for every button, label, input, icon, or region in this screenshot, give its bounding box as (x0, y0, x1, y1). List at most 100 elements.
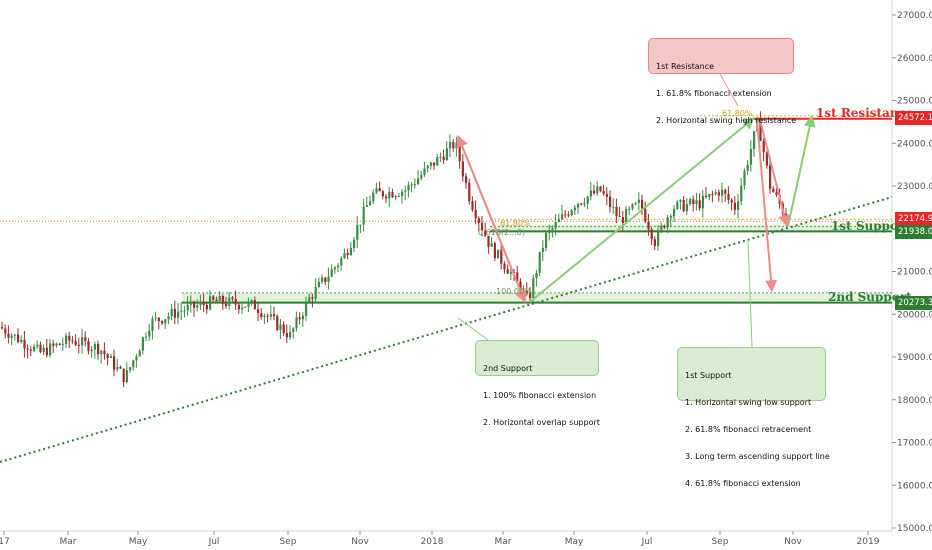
candle-body (487, 235, 490, 247)
annotation-line: 1st Support (685, 371, 732, 380)
candle-body (407, 184, 410, 191)
candle-body (289, 331, 292, 338)
swing-arrow-2 (457, 135, 527, 304)
candle-body (433, 162, 436, 166)
candle-body (180, 310, 183, 312)
candle-body (193, 301, 196, 308)
annotation-line: 2nd Support (483, 364, 533, 373)
candle-body (474, 209, 477, 219)
candle-body (394, 196, 397, 198)
candle-body (586, 196, 589, 204)
candle-body (298, 317, 301, 320)
candle-body (109, 356, 112, 358)
candle-body (458, 143, 461, 162)
candle-body (228, 297, 231, 307)
candle-body (218, 296, 221, 302)
candle-body (100, 350, 103, 355)
candle-body (49, 343, 52, 356)
candle-body (90, 349, 93, 352)
candle-body (545, 232, 548, 248)
candle-body (93, 343, 96, 350)
x-tick-label: Jul (208, 537, 220, 547)
candle-body (157, 317, 160, 322)
support-1-pointer (747, 239, 753, 348)
candle-body (173, 308, 176, 318)
candle-body (567, 214, 570, 216)
annotation-line: 4. 61.8% fibonacci extension (685, 479, 801, 488)
y-tick-label: 16000.0 (897, 481, 932, 491)
candle-body (317, 281, 320, 288)
candle-body (74, 341, 77, 345)
price-badge-support-1: 21938.0 (895, 225, 932, 239)
candle-body (657, 230, 660, 246)
candle-body (26, 348, 29, 350)
candle-body (212, 296, 215, 300)
candle-body (721, 189, 724, 196)
candle-body (346, 253, 349, 256)
candle-body (65, 335, 68, 345)
x-tick-label: Nov (351, 537, 369, 547)
candle-body (4, 328, 7, 334)
candle-body (266, 315, 269, 317)
annotation-line: 3. Long term ascending support line (685, 452, 830, 461)
candle-body (625, 208, 628, 223)
candle-body (401, 191, 404, 197)
candle-body (77, 344, 80, 346)
candle-body (477, 218, 480, 223)
candle-body (612, 206, 615, 208)
candle-body (205, 305, 208, 310)
price-badge-support-2: 20273.3 (895, 296, 932, 310)
candle-body (509, 272, 512, 274)
swing-arrow-6 (787, 114, 816, 227)
candle-body (577, 203, 580, 208)
candle-body (685, 204, 688, 212)
resistance-1-label: 1st Resistance (816, 106, 914, 120)
candle-body (349, 247, 352, 256)
candle-body (122, 368, 125, 383)
candle-body (561, 214, 564, 220)
candle-body (733, 202, 736, 210)
candle-body (148, 330, 151, 337)
candle-body (196, 305, 199, 308)
candle-body (330, 269, 333, 277)
candle-body (36, 344, 39, 347)
candle-body (333, 267, 336, 270)
y-tick-label: 18000.0 (897, 396, 932, 406)
candle-body (365, 205, 368, 207)
candle-body (618, 216, 621, 218)
support-2-zone (182, 292, 892, 303)
ascending-trendline (0, 196, 893, 463)
candle-body (519, 281, 522, 294)
y-tick-label: 17000.0 (897, 439, 932, 449)
candle-body (436, 156, 439, 166)
y-tick-label: 19000.0 (897, 353, 932, 363)
candle-body (1, 327, 4, 329)
candle-body (132, 360, 135, 368)
candle-body (106, 354, 109, 358)
candle-body (637, 199, 640, 204)
candle-body (87, 341, 90, 352)
candle-body (113, 356, 116, 370)
candle-body (410, 184, 413, 186)
annotation-line: 1. 100% fibonacci extension (483, 391, 597, 400)
x-tick-label: 2018 (421, 537, 444, 547)
candle-body (554, 222, 557, 229)
candle-body (209, 296, 212, 310)
candle-body (269, 314, 272, 317)
candle-body (141, 337, 144, 351)
candle-body (52, 343, 55, 346)
candle-body (599, 186, 602, 192)
candle-body (775, 192, 778, 195)
candle-body (506, 269, 509, 274)
candle-body (663, 225, 666, 228)
candle-body (570, 210, 573, 216)
candle-body (525, 290, 528, 294)
candle-body (765, 152, 768, 166)
candle-body (186, 304, 189, 311)
candle-body (692, 199, 695, 205)
candle-body (71, 340, 74, 342)
candle-body (42, 347, 45, 352)
price-badge-current: 22174.9 (895, 212, 932, 226)
candle-body (164, 319, 167, 324)
